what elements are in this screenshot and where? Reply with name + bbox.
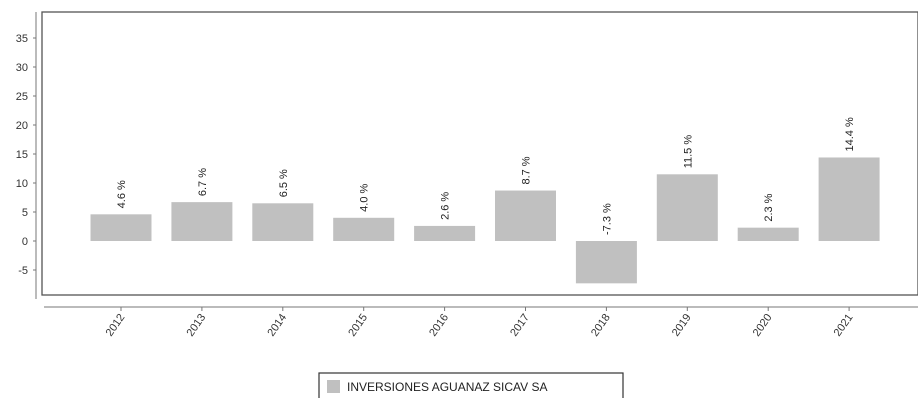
bar — [818, 157, 880, 241]
x-tick-label: 2021 — [832, 312, 856, 339]
plot-frame — [41, 11, 918, 296]
bars — [90, 157, 880, 284]
data-label: 4.6 % — [116, 180, 128, 208]
bar — [414, 225, 476, 241]
bar — [333, 217, 395, 241]
data-label: 8.7 % — [521, 156, 533, 184]
bar — [656, 174, 718, 241]
y-tick-label: 30 — [16, 62, 28, 74]
y-tick-label: 10 — [16, 178, 28, 190]
x-tick-label: 2016 — [427, 312, 451, 339]
data-label: 4.0 % — [359, 183, 371, 211]
bar — [90, 214, 152, 241]
data-label: 14.4 % — [844, 117, 856, 151]
y-tick-label: 15 — [16, 149, 28, 161]
legend-box — [318, 372, 624, 398]
y-axis: -5 0 5 10 15 20 25 30 35 — [16, 33, 36, 277]
bar — [575, 241, 637, 284]
data-label: -7.3 % — [601, 203, 613, 235]
legend-label: INVERSIONES AGUANAZ SICAV SA — [347, 380, 548, 394]
data-label: 11.5 % — [682, 135, 694, 169]
x-tick-label: 2012 — [104, 312, 128, 339]
x-tick-label: 2019 — [670, 312, 694, 339]
x-axis: 2012 2013 2014 2015 2016 2017 2018 2019 2020 2021 — [44, 306, 918, 339]
data-label: 6.5 % — [278, 169, 290, 197]
data-labels: 4.6 % 6.7 % 6.5 % 4.0 % 2.6 % 8.7 % -7.3 % 11.5… — [116, 117, 856, 235]
x-tick-label: 2018 — [589, 312, 613, 339]
y-tick-label: -5 — [18, 265, 28, 277]
legend-swatch — [327, 380, 340, 393]
legend: INVERSIONES AGUANAZ SICAV SA — [318, 372, 624, 398]
data-label: 2.3 % — [763, 193, 775, 221]
x-tick-label: 2014 — [265, 312, 289, 339]
bar — [171, 202, 233, 241]
bar — [252, 203, 314, 241]
y-tick-label: 25 — [16, 91, 28, 103]
y-tick-label: 5 — [22, 207, 28, 219]
x-tick-label: 2017 — [508, 312, 532, 339]
data-label: 6.7 % — [197, 168, 209, 196]
bar — [737, 227, 799, 241]
x-tick-label: 2015 — [346, 312, 370, 339]
x-tick-label: 2013 — [184, 312, 208, 339]
y-tick-label: 20 — [16, 120, 28, 132]
bar — [495, 190, 556, 241]
data-label: 2.6 % — [440, 192, 452, 220]
y-tick-label: 0 — [22, 236, 28, 248]
x-tick-label: 2020 — [751, 312, 775, 339]
y-tick-label: 35 — [16, 33, 28, 45]
